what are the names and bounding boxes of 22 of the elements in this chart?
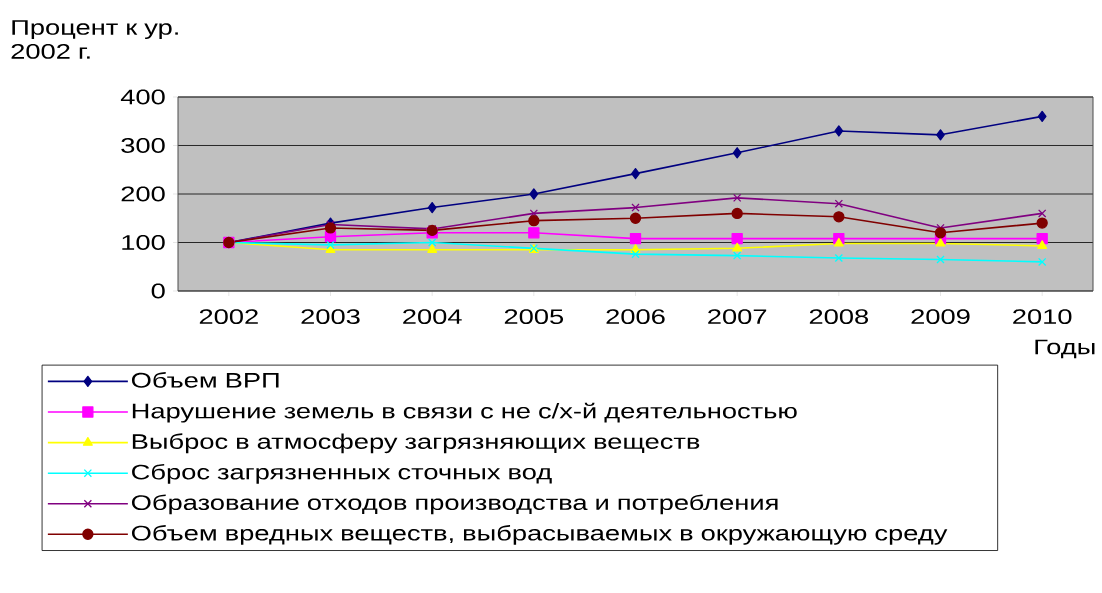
legend-label: Сброс загрязненных сточных вод: [132, 463, 552, 484]
y-tick-label: 0: [151, 283, 165, 299]
y-tick-label: 300: [121, 138, 165, 153]
y-tick-label: 400: [120, 89, 165, 105]
legend-label: Нарушение земель в связи с не с/х-й деятельностью: [132, 402, 797, 423]
x-tick-label: 2004: [403, 309, 462, 325]
y-tick-label: 200: [121, 186, 165, 202]
legend-label: Объем ВРП: [131, 372, 279, 388]
legend-label: Образование отходов производства и потребления: [131, 494, 778, 515]
x-tick-label: 2007: [708, 309, 767, 325]
x-tick-label: 2003: [301, 309, 360, 325]
x-tick-label: 2009: [911, 309, 970, 325]
legend-label: Объем вредных веществ, выбрасываемых в окружающую среду: [131, 524, 948, 545]
x-tick-label: 2006: [606, 309, 665, 325]
x-tick-label: 2005: [504, 309, 564, 325]
y-axis-title: Процент к ур. 2002 г.: [11, 20, 178, 59]
x-tick-label: 2008: [809, 309, 869, 325]
y-tick-label: 100: [122, 235, 165, 250]
x-tick-label: 2002: [199, 309, 258, 325]
x-tick-label: 2010: [1013, 309, 1072, 325]
legend-label: Выброс в атмосферу загрязняющих веществ: [132, 433, 700, 454]
x-axis-title: Годы: [1035, 339, 1095, 359]
